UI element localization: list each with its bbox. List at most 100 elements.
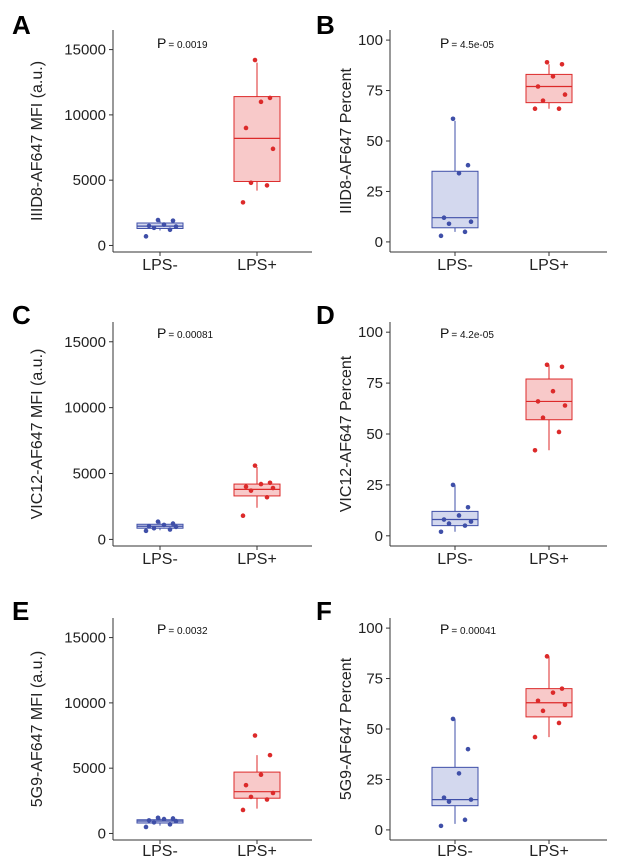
data-point xyxy=(450,116,456,122)
data-point xyxy=(550,690,556,695)
data-point xyxy=(446,221,452,227)
data-point xyxy=(532,106,538,112)
data-point xyxy=(562,702,568,708)
data-point xyxy=(143,528,149,534)
y-tick-label: 15000 xyxy=(64,42,106,59)
data-point xyxy=(550,74,556,79)
data-point xyxy=(532,447,538,453)
data-point xyxy=(264,797,270,802)
panel-letter: E xyxy=(12,596,29,626)
data-point xyxy=(456,513,462,518)
data-point xyxy=(267,752,273,758)
data-point xyxy=(240,513,246,518)
x-category-label: LPS+ xyxy=(529,843,569,860)
data-point xyxy=(258,99,264,105)
data-point xyxy=(170,218,176,223)
box-LPS+ xyxy=(233,96,281,182)
data-point xyxy=(456,170,462,176)
data-point xyxy=(465,505,471,510)
data-point xyxy=(544,362,550,368)
data-point xyxy=(535,698,541,704)
y-tick-label: 50 xyxy=(366,426,383,443)
data-point xyxy=(462,817,468,823)
data-point xyxy=(550,388,556,394)
data-point xyxy=(559,62,565,67)
y-axis-label: VIC12-AF647 MFI (a.u.) xyxy=(29,349,46,520)
panel-letter: D xyxy=(316,300,335,330)
x-category-label: LPS- xyxy=(142,843,178,860)
y-tick-label: 15000 xyxy=(64,334,106,351)
data-point xyxy=(559,364,565,370)
data-point xyxy=(252,57,258,63)
data-point xyxy=(559,686,565,691)
data-point xyxy=(465,162,471,168)
y-tick-label: 75 xyxy=(366,83,383,100)
p-value-annotation: P = 0.00081 xyxy=(157,325,214,341)
x-category-label: LPS- xyxy=(437,843,473,860)
data-point xyxy=(544,59,550,65)
y-tick-label: 100 xyxy=(358,620,383,637)
data-point xyxy=(151,820,157,825)
data-point xyxy=(450,716,456,722)
panel-C: C 0 5000 10000 15000 VIC12-AF647 MFI (a.u.) P =… xyxy=(12,300,312,568)
y-tick-label: 10000 xyxy=(64,107,106,124)
data-point xyxy=(167,527,173,532)
y-tick-label: 0 xyxy=(98,531,106,548)
data-point xyxy=(462,523,468,528)
y-tick-label: 0 xyxy=(98,237,106,254)
data-point xyxy=(248,180,254,186)
data-point xyxy=(151,225,157,231)
data-point xyxy=(252,463,258,468)
x-category-label: LPS- xyxy=(437,257,473,274)
y-tick-label: 75 xyxy=(366,671,383,688)
y-axis-label: VIC12-AF647 Percent xyxy=(338,355,355,512)
data-point xyxy=(240,807,246,813)
y-axis-label: IIID8-AF647 Percent xyxy=(338,68,355,214)
data-point xyxy=(468,219,474,225)
data-point xyxy=(167,822,173,827)
data-point xyxy=(270,146,276,152)
data-point xyxy=(143,234,149,239)
y-tick-label: 50 xyxy=(366,133,383,150)
data-point xyxy=(556,720,562,726)
data-point xyxy=(146,818,152,823)
data-point xyxy=(161,522,167,528)
data-point xyxy=(173,524,179,530)
p-value-annotation: P = 0.00041 xyxy=(440,621,497,637)
x-category-label: LPS+ xyxy=(237,843,277,860)
y-axis-label: 5G9-AF647 Percent xyxy=(338,657,355,800)
data-point xyxy=(535,84,541,89)
panel-F: F 0 25 50 75 100 5G9-AF647 Percent P = 0.00041 LP… xyxy=(316,596,607,860)
data-point xyxy=(143,824,149,830)
data-point xyxy=(446,799,452,804)
data-point xyxy=(161,816,167,822)
data-point xyxy=(243,782,249,788)
data-point xyxy=(462,229,468,235)
data-point xyxy=(161,222,167,227)
x-category-label: LPS+ xyxy=(237,257,277,274)
data-point xyxy=(465,746,471,752)
data-point xyxy=(535,399,541,404)
data-point xyxy=(146,223,152,229)
p-value-annotation: P = 4.2e-05 xyxy=(440,325,494,341)
data-point xyxy=(243,484,249,490)
box-LPS+ xyxy=(525,378,573,421)
panel-letter: A xyxy=(12,10,31,40)
panel-A: A 0 5000 10000 15000 IIID8-AF647 MFI (a.u.) P =… xyxy=(12,10,312,274)
data-point xyxy=(264,494,270,500)
x-category-label: LPS- xyxy=(142,551,178,568)
data-point xyxy=(264,183,270,188)
box-LPS+ xyxy=(525,73,573,104)
box-LPS- xyxy=(431,510,479,527)
data-point xyxy=(446,521,452,526)
data-point xyxy=(248,488,254,493)
data-point xyxy=(438,823,444,829)
x-category-label: LPS+ xyxy=(529,551,569,568)
data-point xyxy=(258,481,264,487)
data-point xyxy=(258,772,264,778)
x-category-label: LPS+ xyxy=(237,551,277,568)
data-point xyxy=(173,224,179,229)
panel-letter: C xyxy=(12,300,31,330)
y-tick-label: 10000 xyxy=(64,695,106,712)
data-point xyxy=(441,215,447,220)
